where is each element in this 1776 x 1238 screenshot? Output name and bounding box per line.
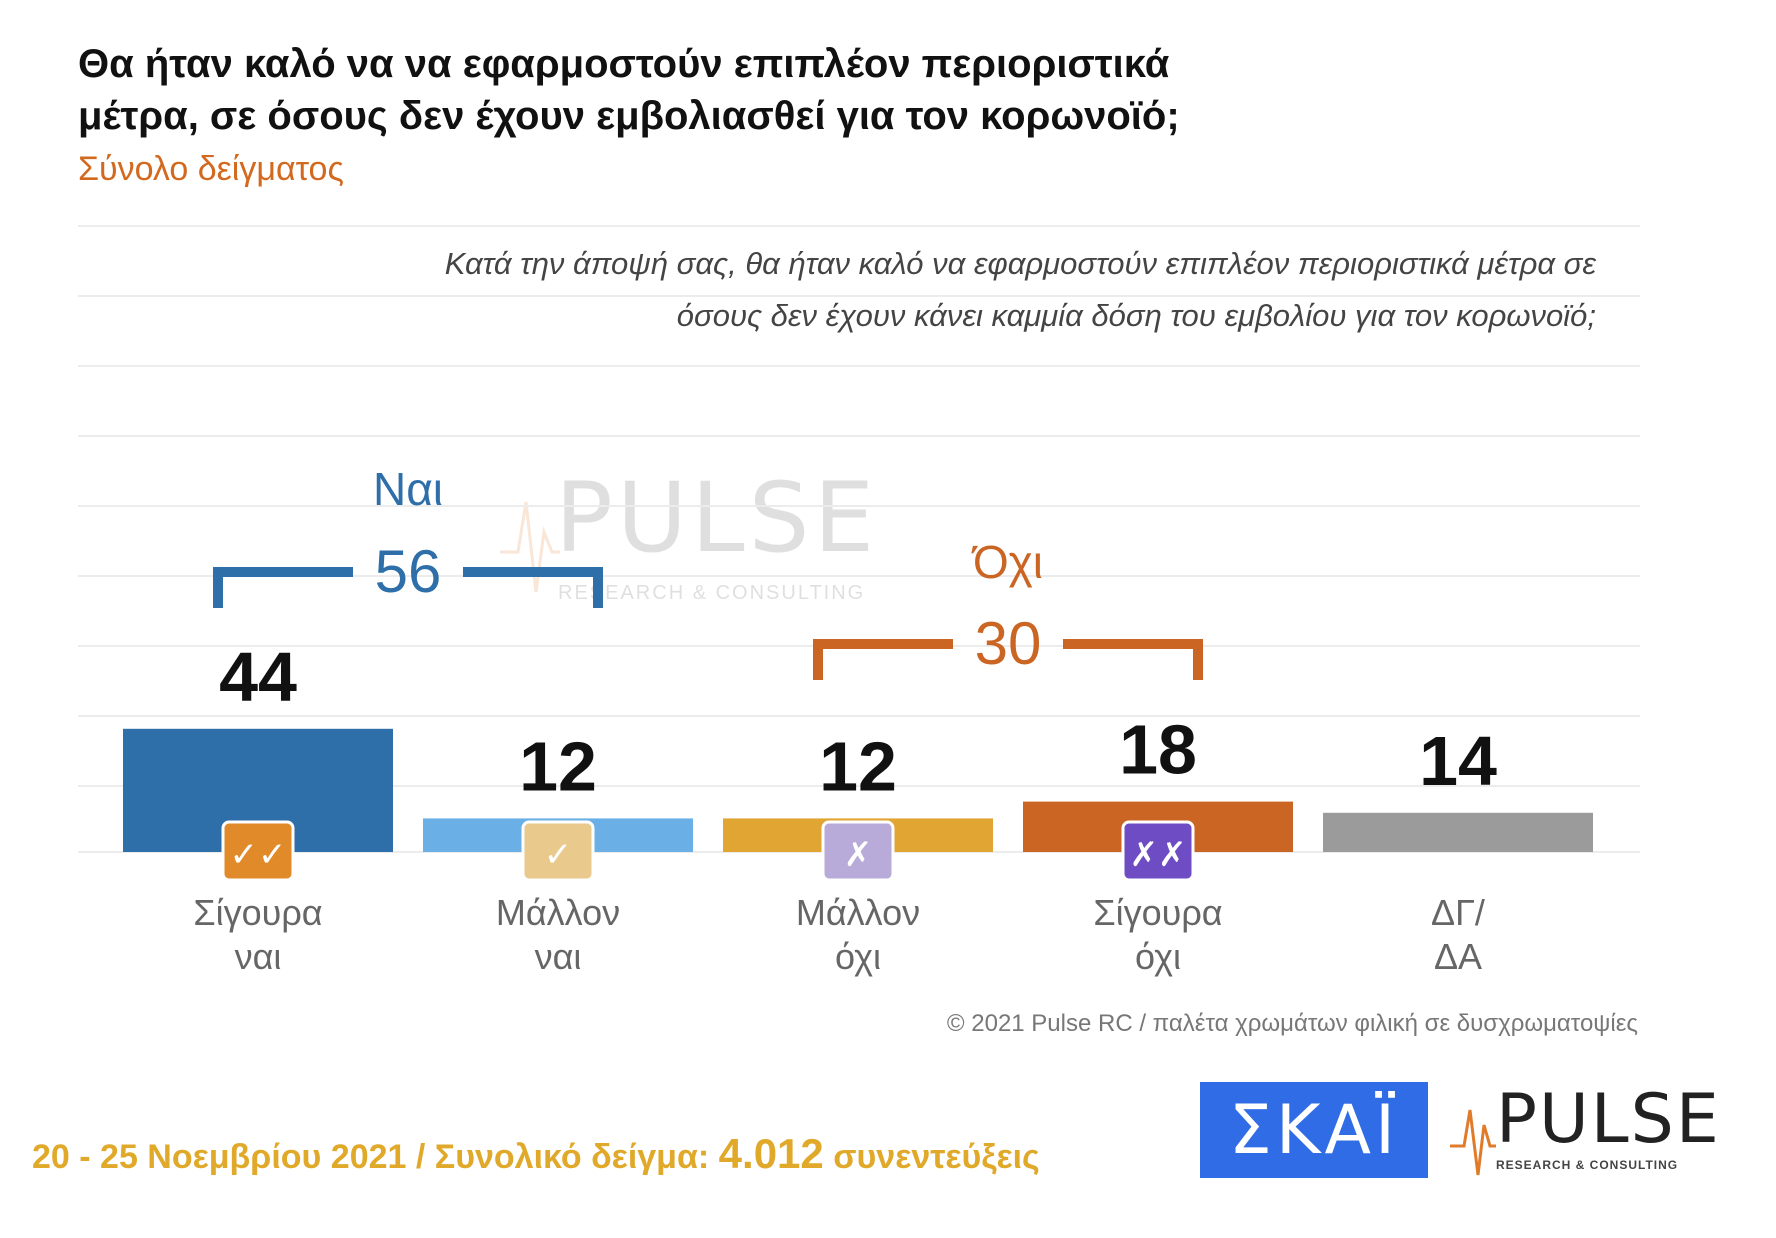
bar-chart: 44✓✓Σίγουραναι12✓Μάλλονναι12✗Μάλλονόχι18…	[78, 225, 1640, 977]
bracket-right-2	[1063, 639, 1203, 680]
value-label-4: 18	[1119, 711, 1197, 789]
footer-sample-unit: συνεντεύξεις	[833, 1138, 1040, 1176]
footer-dates: 20 - 25 Νοεμβρίου 2021	[32, 1138, 407, 1176]
skai-logo: ΣΚΑΪ	[1200, 1082, 1428, 1178]
double-check-glyph: ✓✓	[230, 835, 287, 875]
category-label-2: ναι	[535, 936, 582, 977]
value-label-2: 12	[519, 727, 597, 805]
value-label-1: 44	[219, 638, 297, 716]
group-label-1: Ναι	[373, 463, 443, 515]
bracket-right-1	[463, 567, 603, 608]
category-label-1: ναι	[235, 936, 282, 977]
category-label-2: Μάλλον	[496, 892, 620, 933]
check-glyph: ✓	[544, 835, 573, 875]
category-label-5: ΔΑ	[1434, 936, 1482, 977]
value-label-3: 12	[819, 727, 897, 805]
pulse-logo: PULSE RESEARCH & CONSULTING	[1450, 1080, 1719, 1180]
check-icon	[521, 820, 595, 882]
footer-separator: /	[415, 1138, 426, 1176]
bracket-left-2	[813, 639, 953, 680]
bar-5	[1323, 812, 1593, 852]
category-label-1: Σίγουρα	[193, 892, 322, 933]
double-cross-glyph: ✗✗	[1130, 835, 1187, 875]
chart-title: Θα ήταν καλό να να εφαρμοστούν επιπλέον …	[78, 42, 1180, 138]
cross-glyph: ✗	[844, 835, 873, 875]
category-label-3: Μάλλον	[796, 892, 920, 933]
group-label-2: Όχι	[971, 536, 1043, 588]
cross-icon	[821, 820, 895, 882]
footer-sample-label: Συνολικό δείγμα:	[434, 1138, 710, 1176]
double-cross-icon	[1121, 820, 1195, 882]
category-label-4: Σίγουρα	[1093, 892, 1222, 933]
copyright-note: © 2021 Pulse RC / παλέτα χρωμάτων φιλική…	[946, 1010, 1638, 1037]
category-label-4: όχι	[1135, 936, 1181, 977]
bracket-left-1	[213, 567, 353, 608]
watermark-tag: RESEARCH & CONSULTING	[558, 582, 866, 604]
survey-question: Κατά την άποψή σας, θα ήταν καλό να εφαρ…	[444, 246, 1596, 333]
value-label-5: 14	[1419, 722, 1497, 800]
watermark-word: PULSE	[555, 462, 879, 574]
chart-subtitle: Σύνολο δείγματος	[78, 150, 344, 188]
group-total-1: 56	[375, 538, 442, 605]
group-total-2: 30	[975, 610, 1042, 677]
pulse-logo-tag: RESEARCH & CONSULTING	[1496, 1158, 1679, 1172]
pulse-wave-icon	[500, 501, 560, 593]
pulse-logo-wave-icon	[1450, 1109, 1496, 1176]
double-check-icon	[221, 820, 295, 882]
pulse-logo-word: PULSE	[1496, 1080, 1721, 1159]
category-label-3: όχι	[835, 936, 881, 977]
footer-info: 20 - 25 Νοεμβρίου 2021 / Συνολικό δείγμα…	[32, 1130, 1040, 1178]
category-label-5: ΔΓ/	[1431, 892, 1485, 933]
footer-sample-value: 4.012	[718, 1130, 824, 1177]
pulse-watermark: PULSE RESEARCH & CONSULTING	[500, 462, 880, 612]
